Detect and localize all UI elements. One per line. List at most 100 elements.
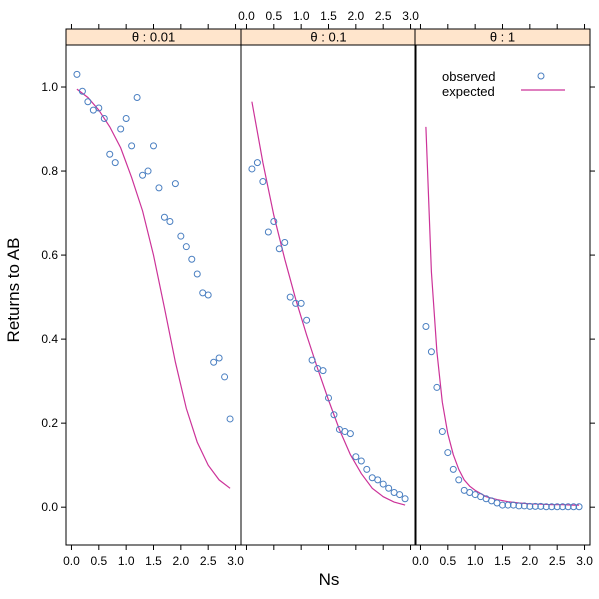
observed-point xyxy=(297,299,305,307)
x-tick-label-top: 2.5 xyxy=(375,9,392,23)
observed-point xyxy=(193,270,201,278)
observed-point xyxy=(438,428,446,436)
observed-point xyxy=(575,503,583,511)
observed-point xyxy=(553,503,561,511)
observed-point xyxy=(292,299,300,307)
legend-label: expected xyxy=(442,84,495,99)
x-tick-label-top: 1.0 xyxy=(293,9,310,23)
observed-point xyxy=(111,159,119,167)
observed-point xyxy=(270,217,278,225)
observed-point xyxy=(352,453,360,461)
x-axis-top: 0.0 0.5 1.0 1.5 2.0 2.5 3.0 xyxy=(70,9,586,29)
observed-point xyxy=(374,476,382,484)
y-tick-label: 1.0 xyxy=(41,80,58,94)
panel-1: θ : 0.01 xyxy=(65,28,242,546)
observed-point xyxy=(166,217,174,225)
y-axis-left: 0.0 0.2 0.4 0.6 0.8 1.0 xyxy=(41,80,66,514)
observed-point xyxy=(379,480,387,488)
observed-point xyxy=(117,125,125,133)
x-tick-label-bottom: 0.5 xyxy=(439,554,456,568)
observed-point xyxy=(422,323,430,331)
observed-point xyxy=(325,394,332,402)
panel-data xyxy=(248,101,409,506)
x-tick-label-bottom: 2.0 xyxy=(522,554,539,568)
observed-point xyxy=(177,232,185,240)
x-tick-label-bottom: 1.0 xyxy=(118,554,135,568)
observed-point xyxy=(346,430,354,438)
y-tick-label: 0.4 xyxy=(41,332,58,346)
x-tick-label-bottom: 2.0 xyxy=(173,554,190,568)
legend-label: observed xyxy=(442,69,495,84)
observed-point xyxy=(84,98,92,106)
observed-point xyxy=(531,502,539,510)
observed-point xyxy=(160,213,168,221)
panel-strip-label: θ : 1 xyxy=(490,30,515,45)
y-tick-label: 0.8 xyxy=(41,164,58,178)
x-tick-label-bottom: 2.5 xyxy=(200,554,217,568)
observed-point xyxy=(396,491,404,499)
panel-frame xyxy=(65,44,242,546)
x-tick-label-bottom: 3.0 xyxy=(576,554,593,568)
observed-point xyxy=(548,503,556,511)
observed-point xyxy=(210,358,218,366)
x-tick-label-top: 2.0 xyxy=(348,9,365,23)
x-tick-label-bottom: 0.5 xyxy=(90,554,107,568)
legend-observed-symbol xyxy=(537,72,545,80)
x-tick-label-bottom: 1.0 xyxy=(467,554,484,568)
observed-point xyxy=(128,142,136,150)
x-axis-title: Ns xyxy=(319,570,340,589)
observed-point xyxy=(188,255,196,263)
x-tick-label-top: 0.5 xyxy=(265,9,282,23)
observed-point xyxy=(133,94,141,102)
observed-point xyxy=(537,502,545,510)
x-axis-bottom: 0.0 0.5 1.0 1.5 2.0 2.5 3.0 0.0 0.5 1.0 1.5 2.0 2.5 3… xyxy=(63,545,593,568)
observed-point xyxy=(449,465,457,473)
observed-point xyxy=(106,150,114,158)
observed-point xyxy=(330,411,338,419)
observed-point xyxy=(215,354,223,362)
observed-point xyxy=(226,415,234,423)
observed-point xyxy=(504,501,512,509)
observed-point xyxy=(144,167,152,175)
observed-point xyxy=(303,316,311,324)
observed-point xyxy=(259,178,267,186)
observed-point xyxy=(171,180,179,188)
observed-point xyxy=(150,142,157,150)
panel-strip-label: θ : 0.01 xyxy=(132,30,175,45)
observed-point xyxy=(253,159,261,167)
observed-point xyxy=(286,293,294,301)
observed-point xyxy=(433,383,441,391)
panel-3: θ : 1 xyxy=(414,28,591,546)
panel-frame xyxy=(414,44,591,546)
observed-point xyxy=(357,457,365,465)
panel-data xyxy=(73,70,234,489)
observed-point xyxy=(139,171,147,179)
panels: θ : 0.01 θ : 0.1 θ : 1 xyxy=(65,28,591,546)
observed-point xyxy=(564,503,572,511)
y-axis-right xyxy=(590,86,595,508)
x-tick-label-bottom: 1.5 xyxy=(494,554,511,568)
x-tick-label-top: 1.5 xyxy=(320,9,337,23)
observed-point xyxy=(520,502,528,510)
observed-point xyxy=(444,449,452,457)
x-tick-label-top: 0.0 xyxy=(238,9,255,23)
observed-point xyxy=(204,291,212,299)
panel-data xyxy=(422,126,583,511)
observed-point xyxy=(78,87,86,95)
x-tick-label-bottom: 2.5 xyxy=(549,554,566,568)
x-tick-label-bottom: 0.0 xyxy=(412,554,429,568)
x-tick-label-bottom: 3.0 xyxy=(227,554,244,568)
expected-line xyxy=(425,126,580,506)
y-tick-label: 0.0 xyxy=(41,500,58,514)
observed-point xyxy=(275,245,283,253)
y-tick-label: 0.2 xyxy=(41,416,58,430)
observed-point xyxy=(100,115,108,123)
observed-point xyxy=(455,476,463,484)
panel-strip-label: θ : 0.1 xyxy=(310,30,346,45)
x-tick-label-bottom: 1.5 xyxy=(145,554,162,568)
expected-line xyxy=(251,101,406,506)
observed-point xyxy=(95,104,103,112)
observed-point xyxy=(559,503,567,511)
